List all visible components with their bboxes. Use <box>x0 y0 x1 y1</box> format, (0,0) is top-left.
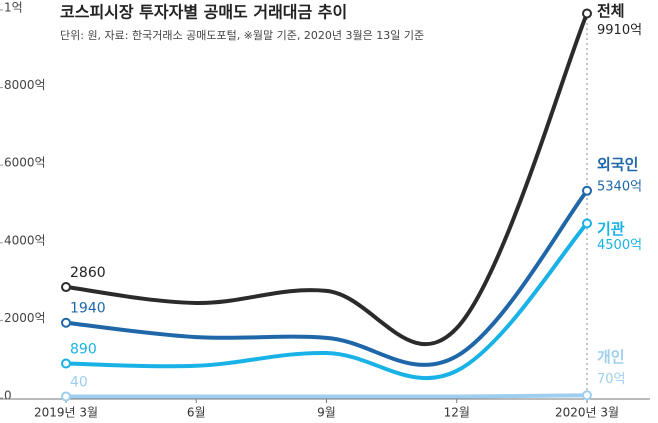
x-tick-label: 12월 <box>444 406 470 420</box>
value-label: 1940 <box>70 301 106 317</box>
y-tick-label: 8000억 <box>4 78 46 92</box>
series-name: 기관 <box>597 220 625 238</box>
series-line <box>66 393 588 399</box>
chart-subtitle: 단위: 원, 자료: 한국거래소 공매도포털, ※월말 기준, 2020년 3월… <box>60 28 424 42</box>
value-label: 5340억 <box>597 179 642 194</box>
point-marker <box>61 317 71 328</box>
x-tick-label: 2020년 3월 <box>555 406 619 420</box>
value-label: 70억 <box>597 372 626 387</box>
value-label: 890 <box>70 341 97 357</box>
point-marker <box>61 391 71 402</box>
x-tick-label: 2019년 3월 <box>34 406 98 420</box>
value-label: 4500억 <box>597 238 642 253</box>
value-label: 9910억 <box>597 23 642 38</box>
point-marker <box>582 185 592 196</box>
y-tick-label: 6000억 <box>4 156 46 170</box>
series-name: 외국인 <box>597 155 638 173</box>
point-marker <box>582 218 592 229</box>
series-name: 전체 <box>597 2 625 20</box>
series-line <box>65 222 589 381</box>
y-tick-label: 4000억 <box>4 233 46 247</box>
point-marker <box>582 8 592 19</box>
y-tick-label: 0 <box>4 389 12 403</box>
point-marker <box>61 358 71 369</box>
point-marker <box>61 282 71 293</box>
value-label: 40 <box>70 374 88 390</box>
y-tick-label: 1억 <box>4 1 23 15</box>
x-tick-label: 9월 <box>317 406 336 420</box>
point-marker <box>582 390 592 401</box>
series-name: 개인 <box>597 348 625 366</box>
series-line <box>65 189 589 367</box>
series-line <box>65 12 589 346</box>
y-tick-label: 2000억 <box>4 311 46 325</box>
x-tick-label: 6월 <box>187 406 206 420</box>
chart-title: 코스피시장 투자자별 공매도 거래대금 추이 <box>60 3 347 22</box>
value-label: 2860 <box>70 265 106 281</box>
